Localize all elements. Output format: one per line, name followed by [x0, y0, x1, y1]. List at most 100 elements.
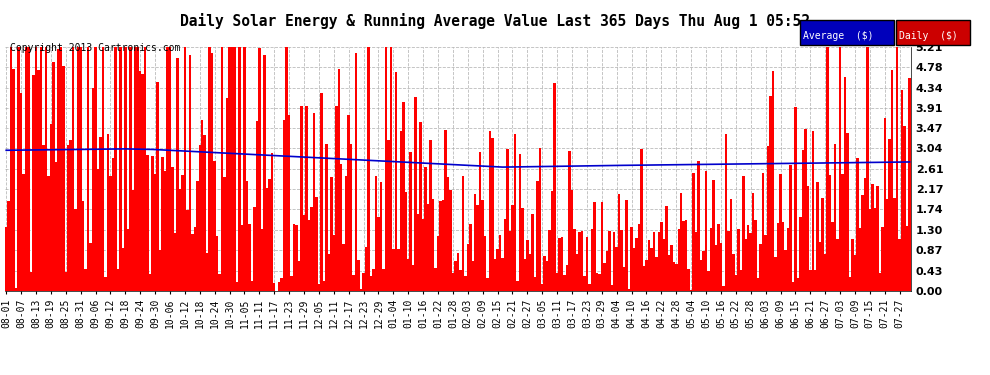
Bar	[752, 193, 754, 291]
Text: Daily  ($): Daily ($)	[899, 31, 957, 40]
Bar	[308, 220, 310, 291]
Bar	[466, 244, 469, 291]
Bar	[545, 261, 548, 291]
Bar	[566, 265, 568, 291]
Bar	[638, 224, 641, 291]
Bar	[817, 182, 819, 291]
Bar	[568, 152, 571, 291]
Bar	[5, 226, 8, 291]
Bar	[524, 259, 526, 291]
Bar	[641, 149, 643, 291]
Bar	[834, 144, 837, 291]
Bar	[611, 285, 613, 291]
Bar	[733, 254, 735, 291]
Bar	[591, 229, 593, 291]
Bar	[754, 220, 757, 291]
Bar	[576, 254, 578, 291]
Bar	[290, 276, 293, 291]
Bar	[476, 205, 479, 291]
Bar	[454, 261, 456, 291]
Bar	[863, 178, 866, 291]
Bar	[114, 47, 117, 291]
Bar	[221, 47, 224, 291]
Bar	[539, 147, 541, 291]
Bar	[343, 244, 345, 291]
Bar	[402, 102, 405, 291]
Bar	[15, 288, 18, 291]
Bar	[268, 178, 270, 291]
Bar	[809, 270, 812, 291]
Bar	[229, 47, 231, 291]
Bar	[224, 177, 226, 291]
Bar	[310, 207, 313, 291]
Bar	[563, 274, 566, 291]
Bar	[672, 262, 675, 291]
Bar	[893, 198, 896, 291]
Bar	[430, 140, 432, 291]
Bar	[112, 158, 114, 291]
Bar	[156, 82, 158, 291]
Bar	[50, 124, 52, 291]
Bar	[499, 236, 501, 291]
Bar	[137, 47, 139, 291]
Bar	[347, 116, 349, 291]
Bar	[759, 243, 762, 291]
Bar	[117, 269, 119, 291]
Bar	[325, 144, 328, 291]
Bar	[375, 176, 377, 291]
Bar	[390, 47, 392, 291]
Bar	[59, 47, 62, 291]
Bar	[621, 231, 623, 291]
Bar	[797, 278, 799, 291]
Bar	[8, 201, 10, 291]
Bar	[744, 239, 747, 291]
Bar	[613, 232, 616, 291]
Bar	[270, 153, 273, 291]
Bar	[665, 206, 667, 291]
Bar	[283, 120, 285, 291]
Bar	[496, 249, 499, 291]
Bar	[486, 278, 489, 291]
Bar	[581, 231, 583, 291]
Bar	[901, 90, 903, 291]
Bar	[285, 47, 288, 291]
Bar	[772, 71, 774, 291]
Bar	[144, 47, 147, 291]
Bar	[516, 281, 519, 291]
Bar	[868, 209, 871, 291]
Bar	[122, 248, 124, 291]
Bar	[415, 97, 417, 291]
Bar	[407, 259, 410, 291]
Bar	[82, 201, 84, 291]
Text: Daily Solar Energy & Running Average Value Last 365 Days Thu Aug 1 05:52: Daily Solar Energy & Running Average Val…	[180, 13, 810, 29]
Bar	[842, 174, 843, 291]
Bar	[244, 47, 246, 291]
Bar	[712, 180, 715, 291]
Bar	[730, 200, 733, 291]
Bar	[380, 182, 382, 291]
Bar	[345, 176, 347, 291]
Bar	[124, 47, 127, 291]
Bar	[102, 47, 104, 291]
Bar	[792, 282, 794, 291]
Bar	[534, 276, 536, 291]
Bar	[79, 47, 82, 291]
Bar	[97, 169, 99, 291]
Bar	[628, 289, 631, 291]
Bar	[789, 165, 792, 291]
Bar	[747, 225, 749, 291]
Bar	[171, 167, 173, 291]
Bar	[178, 189, 181, 291]
Bar	[725, 134, 727, 291]
Bar	[77, 47, 79, 291]
Bar	[392, 249, 395, 291]
Bar	[685, 220, 687, 291]
Bar	[596, 273, 598, 291]
Bar	[812, 131, 814, 291]
Bar	[199, 145, 201, 291]
Bar	[511, 205, 514, 291]
Bar	[883, 118, 886, 291]
Bar	[878, 273, 881, 291]
Bar	[349, 144, 352, 291]
Bar	[87, 47, 89, 291]
